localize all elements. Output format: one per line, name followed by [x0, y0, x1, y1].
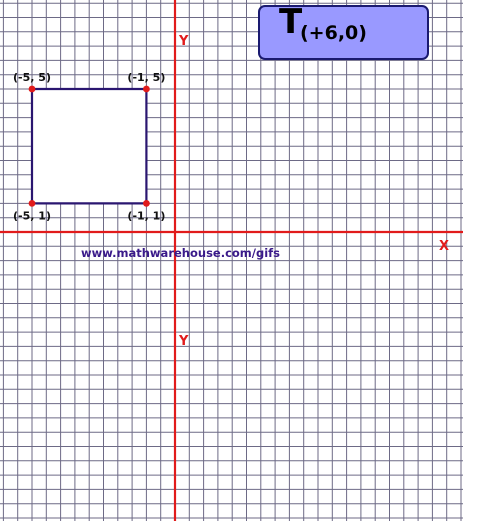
vertex-label: (-1, 1)	[127, 209, 165, 222]
square-outline	[30, 87, 148, 205]
grid-lines	[0, 0, 463, 521]
y-axis-label-top: Y	[178, 34, 189, 49]
vertex-point	[28, 200, 36, 207]
square-shape	[28, 85, 150, 207]
y-axis-label-bottom: Y	[178, 334, 189, 349]
vertex-labels: (-5, 5) (-1, 5) (-1, 1) (-5, 1)	[13, 71, 165, 222]
vertex-label: (-5, 5)	[13, 71, 51, 84]
axes	[0, 0, 463, 521]
vertex-label: (-1, 5)	[127, 71, 165, 84]
watermark-text: www.mathwarehouse.com/gifs	[81, 246, 280, 260]
vertex-point	[143, 85, 150, 93]
vertex-point	[28, 85, 36, 93]
title-main-letter: T	[279, 2, 303, 42]
vertex-point	[143, 200, 150, 207]
transformation-title-box: T (+6,0)	[258, 5, 429, 60]
vertex-label: (-5, 1)	[13, 209, 51, 222]
x-axis-label: X	[439, 239, 449, 254]
title-subscript: (+6,0)	[300, 22, 367, 44]
